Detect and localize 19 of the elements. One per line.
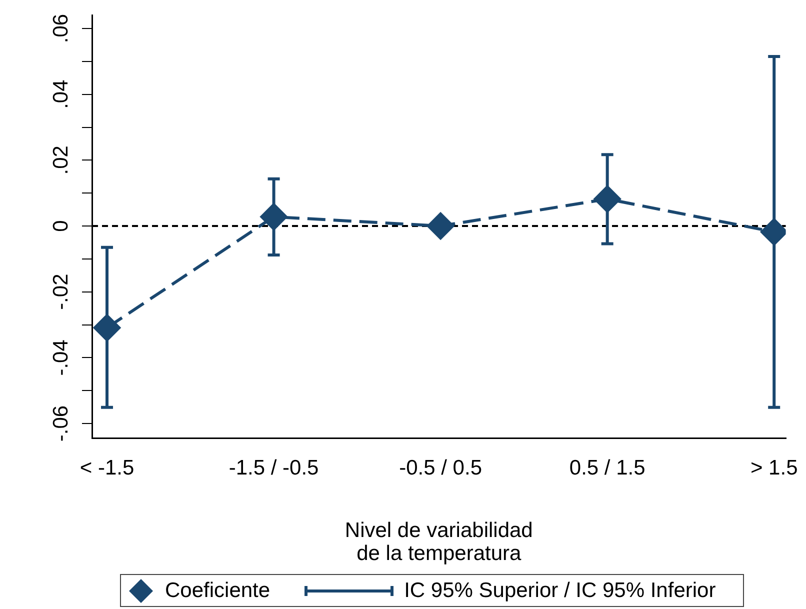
y-tick-label: -.04 [49,339,72,376]
point [260,203,288,230]
legend-label: Coeficiente [165,578,270,602]
x-axis-title: Nivel de variabilidad de la temperatura [344,519,533,566]
x-tick-label: < -1.5 [80,456,134,480]
point [427,212,454,240]
y-tick-label: .02 [49,146,72,175]
y-tick-label: -.06 [49,405,72,442]
x-tick-label: -0.5 / 0.5 [399,456,482,480]
y-tick-label: .06 [49,14,72,44]
point [594,186,621,213]
x-tick-label: -1.5 / -0.5 [228,456,319,480]
y-tick-label: .04 [49,79,72,109]
text: IC 95% Superior / IC 95% Inferior [404,578,716,602]
y-tick-label: 0 [49,220,72,232]
x-tick-label: 0.5 / 1.5 [569,456,646,480]
x-tick-label: > 1.5 [750,456,798,480]
point [94,314,121,342]
y-tick-label: -.02 [49,274,72,310]
